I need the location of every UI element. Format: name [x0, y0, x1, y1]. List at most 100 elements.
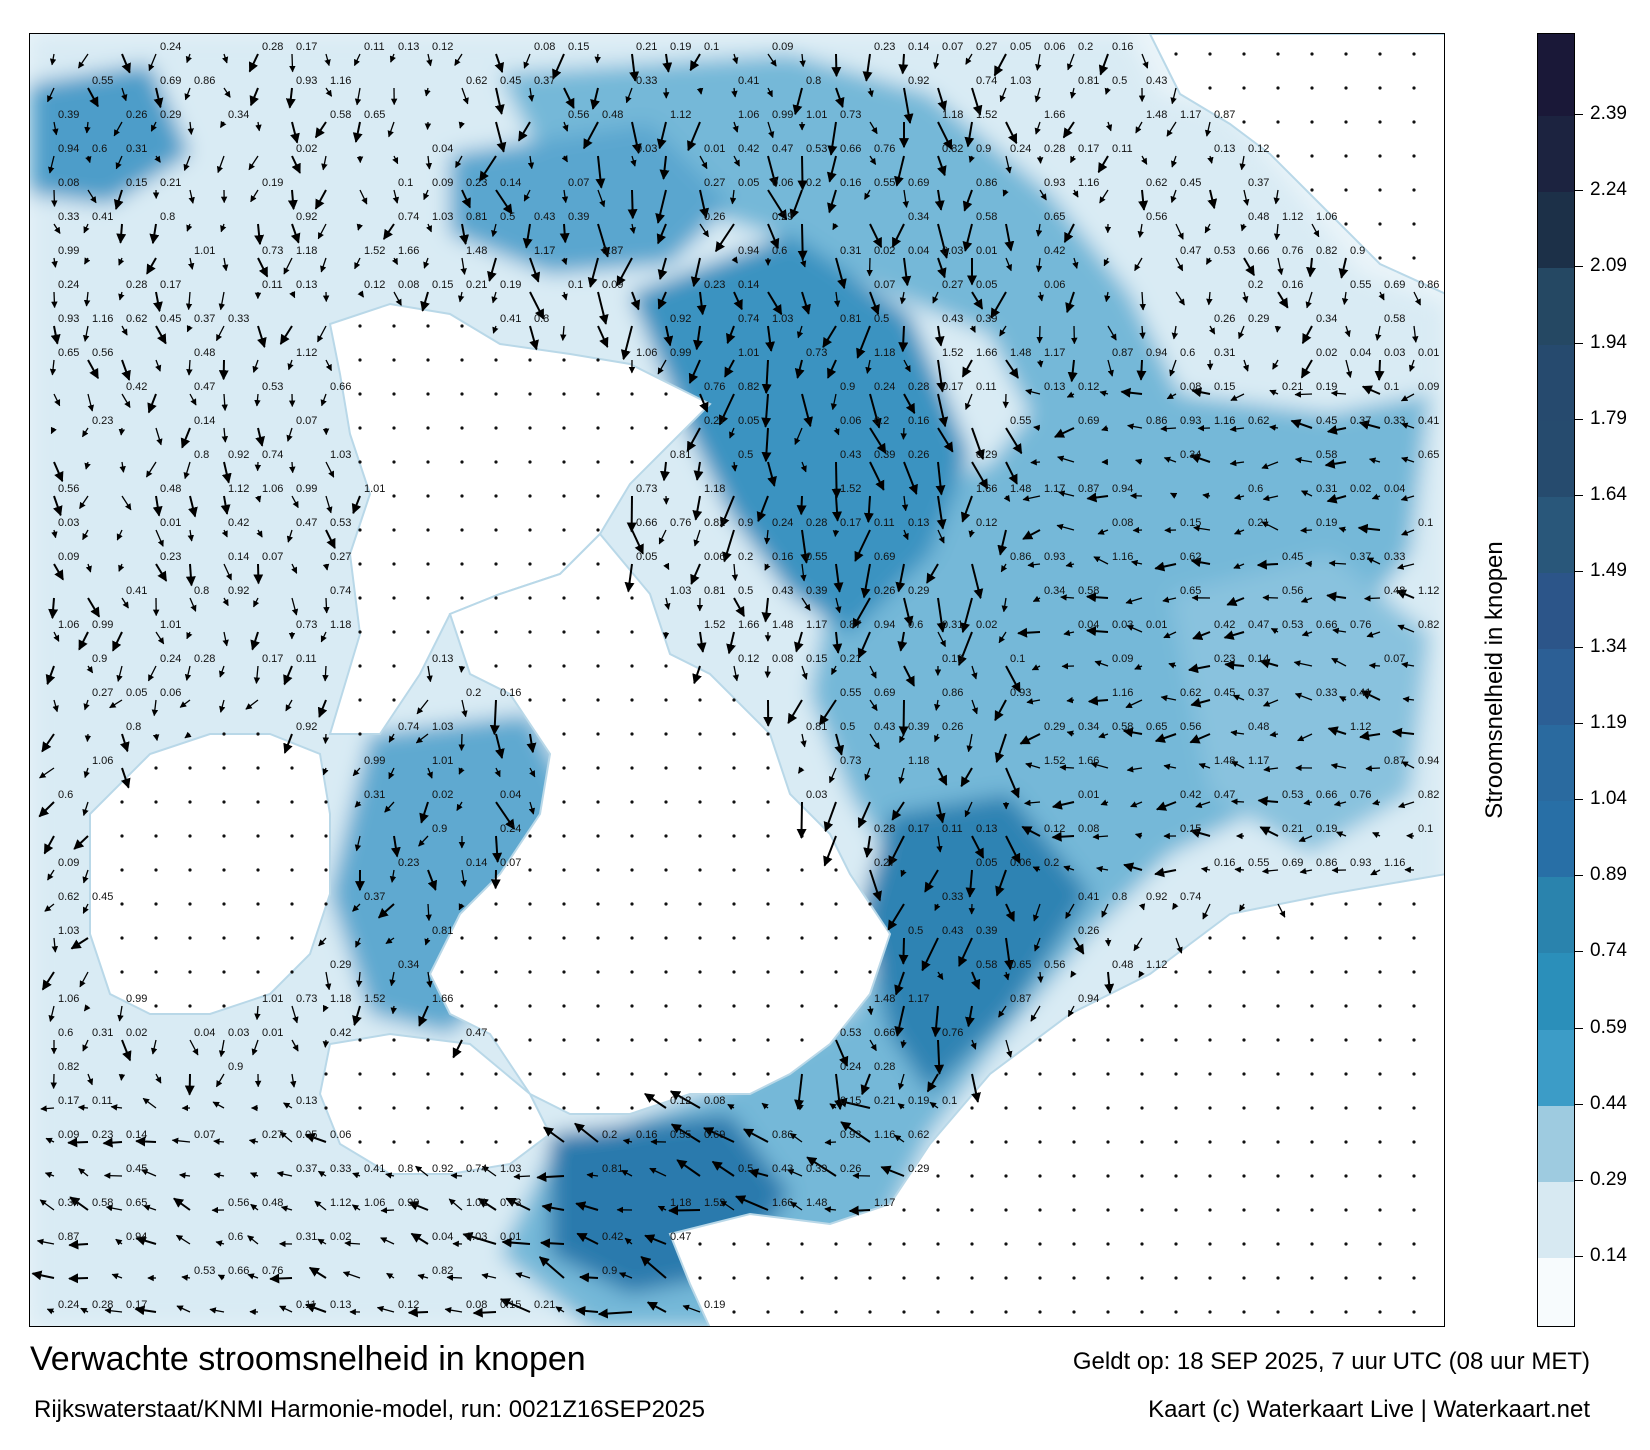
- grid-dot: [460, 562, 464, 566]
- current-value-label: 0.21: [466, 279, 487, 291]
- current-arrow: [291, 597, 299, 616]
- grid-dot: [1242, 120, 1246, 124]
- current-arrow: [1175, 223, 1184, 240]
- current-arrow: [1072, 189, 1079, 198]
- current-value-label: 0.6: [1248, 483, 1263, 495]
- current-value-label: 1.12: [1350, 721, 1371, 733]
- current-arrow: [616, 257, 633, 287]
- current-arrow: [937, 223, 950, 259]
- current-arrow: [247, 1273, 259, 1280]
- current-arrow: [597, 189, 606, 208]
- current-value-label: 1.52: [976, 109, 997, 121]
- current-value-label: 0.92: [296, 721, 317, 733]
- current-arrow: [477, 1197, 497, 1211]
- current-arrow: [212, 1101, 225, 1109]
- current-arrow: [1294, 692, 1313, 701]
- grid-dot: [1378, 902, 1382, 906]
- current-arrow: [1105, 121, 1113, 132]
- grid-dot: [494, 1106, 498, 1110]
- current-value-label: 0.28: [874, 1061, 895, 1073]
- current-value-label: 1.03: [432, 211, 453, 223]
- current-arrow: [155, 631, 165, 645]
- current-arrow: [1034, 87, 1041, 103]
- current-value-label: 0.12: [738, 653, 759, 665]
- grid-dot: [834, 970, 838, 974]
- current-value-label: 0.9: [738, 517, 753, 529]
- current-value-label: 0.14: [1248, 653, 1269, 665]
- current-arrow: [597, 1308, 633, 1319]
- current-arrow: [222, 597, 229, 607]
- colorbar-band: [1538, 343, 1574, 421]
- current-value-label: 1.03: [432, 721, 453, 733]
- grid-dot: [1174, 1072, 1178, 1076]
- grid-dot: [1140, 1140, 1144, 1144]
- current-value-label: 0.47: [466, 1027, 487, 1039]
- current-value-label: 1.01: [262, 993, 283, 1005]
- current-arrow: [686, 427, 701, 452]
- grid-dot: [698, 868, 702, 872]
- current-arrow: [491, 223, 498, 238]
- grid-dot: [222, 1004, 226, 1008]
- current-value-label: 0.09: [58, 551, 79, 563]
- current-arrow: [389, 971, 396, 987]
- current-arrow: [644, 1234, 667, 1245]
- current-arrow: [714, 223, 735, 253]
- current-value-label: 0.23: [92, 1129, 113, 1141]
- current-arrow: [1198, 762, 1211, 770]
- current-arrow: [971, 563, 984, 600]
- current-value-label: 0.09: [602, 279, 623, 291]
- current-value-label: 0.23: [704, 279, 725, 291]
- current-value-label: 1.01: [466, 1197, 487, 1209]
- current-arrow: [150, 1039, 158, 1055]
- grid-dot: [1106, 1140, 1110, 1144]
- current-arrow: [1138, 903, 1146, 911]
- current-arrow: [87, 189, 97, 204]
- current-arrow: [1170, 87, 1177, 105]
- current-speed-map[interactable]: 0.24 0.28 0.17 0.11 0.13 0.12 0.08 0.15 0.21 0.19…: [29, 33, 1445, 1327]
- current-arrow: [289, 290, 296, 299]
- current-value-label: 0.33: [330, 1163, 351, 1175]
- current-value-label: 0.06: [330, 1129, 351, 1141]
- grid-dot: [596, 936, 600, 940]
- current-value-label: 0.24: [500, 823, 521, 835]
- current-value-label: 1.03: [1010, 75, 1031, 87]
- current-value-label: 0.02: [1350, 483, 1371, 495]
- grid-dot: [562, 596, 566, 600]
- grid-dot: [1310, 1276, 1314, 1280]
- grid-dot: [1344, 1174, 1348, 1178]
- grid-dot: [732, 1004, 736, 1008]
- current-value-label: 0.5: [874, 313, 889, 325]
- current-arrow: [1063, 223, 1075, 243]
- grid-dot: [834, 1276, 838, 1280]
- current-value-label: 0.03: [1384, 347, 1405, 359]
- current-arrow: [276, 1170, 293, 1178]
- current-value-label: 0.8: [194, 449, 209, 461]
- current-arrow: [1395, 589, 1415, 599]
- grid-dot: [1038, 1106, 1042, 1110]
- current-arrow: [562, 121, 569, 132]
- current-value-label: 0.04: [1350, 347, 1371, 359]
- grid-dot: [1412, 188, 1416, 192]
- grid-dot: [596, 902, 600, 906]
- current-arrow: [657, 359, 667, 375]
- current-arrow: [153, 87, 164, 109]
- current-value-label: 1.01: [806, 109, 827, 121]
- current-value-label: 0.58: [1384, 313, 1405, 325]
- grid-dot: [1412, 1004, 1416, 1008]
- grid-dot: [970, 1140, 974, 1144]
- current-value-label: 1.48: [772, 619, 793, 631]
- current-arrow: [353, 53, 361, 67]
- current-value-label: 0.41: [126, 585, 147, 597]
- grid-dot: [1242, 1004, 1246, 1008]
- current-arrow: [291, 1005, 299, 1024]
- grid-dot: [596, 834, 600, 838]
- current-arrow: [446, 1274, 463, 1281]
- current-arrow: [325, 529, 336, 549]
- grid-dot: [596, 698, 600, 702]
- grid-dot: [1310, 52, 1314, 56]
- current-arrow: [867, 1005, 874, 1016]
- grid-dot: [324, 834, 328, 838]
- grid-dot: [1004, 1174, 1008, 1178]
- current-arrow: [936, 597, 947, 633]
- grid-dot: [800, 970, 804, 974]
